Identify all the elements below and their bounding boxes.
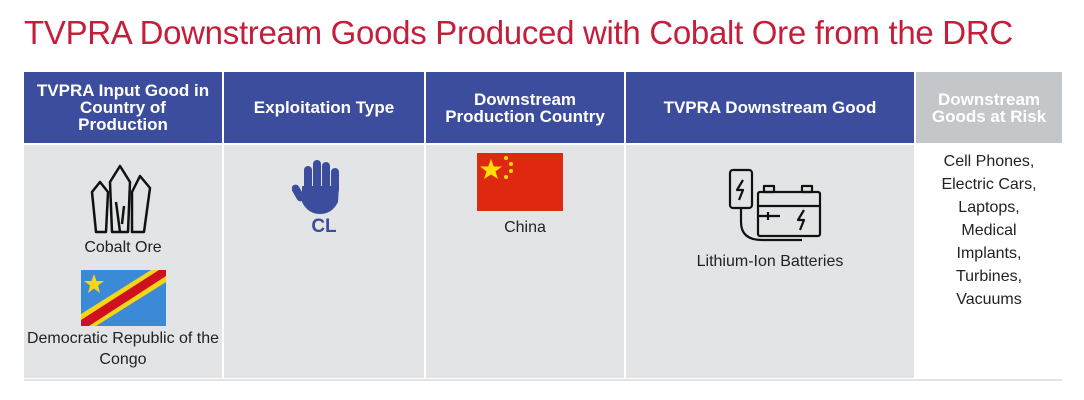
battery-icon	[728, 168, 822, 242]
risk-item: Turbines,	[955, 268, 1023, 285]
risk-item: Medical	[961, 222, 1017, 239]
risk-item: Electric Cars,	[941, 176, 1037, 193]
goods-at-risk: Cell Phones, Electric Cars, Laptops, Medica…	[916, 150, 1062, 311]
risk-item: Vacuums	[956, 291, 1022, 308]
title: TVPRA Downstream Goods Produced with Cob…	[24, 14, 1013, 51]
header-cell: TVPRA Downstream Good	[626, 72, 914, 143]
header-cell: TVPRA Input Good in Country of Productio…	[24, 72, 222, 143]
body-cell	[24, 145, 222, 378]
risk-item: Implants,	[956, 245, 1022, 262]
exploitation-type: CL	[311, 216, 337, 237]
downstream-good: Lithium-Ion Batteries	[696, 253, 844, 270]
risk-item: Laptops,	[958, 199, 1020, 216]
body-cell	[626, 145, 914, 378]
cobalt-icon	[90, 164, 152, 234]
input-country: Democratic Republic of the Congo	[26, 330, 220, 368]
header-cell: Downstream Production Country	[426, 72, 624, 143]
table-border	[24, 379, 1062, 381]
china-flag	[477, 153, 563, 211]
hand-icon	[292, 160, 339, 214]
production-country: China	[504, 219, 546, 236]
header-cell: Downstream Goods at Risk	[916, 72, 1062, 143]
input-good: Cobalt Ore	[84, 239, 162, 256]
header-cell: Exploitation Type	[224, 72, 424, 143]
risk-item: Cell Phones,	[943, 153, 1035, 170]
drc-flag	[81, 270, 166, 326]
body-cell	[916, 145, 1062, 378]
